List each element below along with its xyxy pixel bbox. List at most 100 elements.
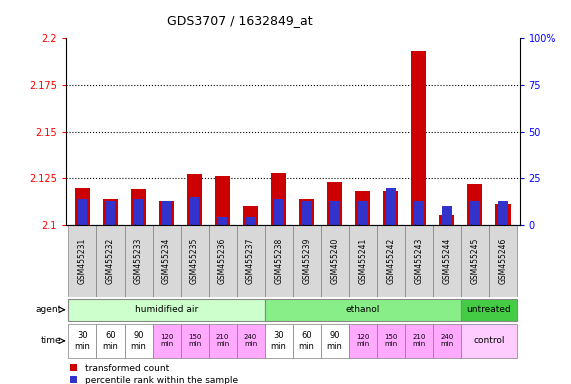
FancyBboxPatch shape [293,225,321,297]
FancyBboxPatch shape [152,225,180,297]
FancyBboxPatch shape [264,324,293,358]
Text: GSM455236: GSM455236 [218,238,227,284]
Text: GSM455243: GSM455243 [414,238,423,284]
Bar [246,217,255,225]
Text: 120
min: 120 min [356,334,369,347]
Bar [159,200,174,225]
Bar [414,200,424,225]
FancyBboxPatch shape [69,324,96,358]
FancyBboxPatch shape [152,324,180,358]
Bar [243,206,258,225]
Bar [355,191,371,225]
FancyBboxPatch shape [96,225,124,297]
FancyBboxPatch shape [433,324,461,358]
Bar [134,199,143,225]
FancyBboxPatch shape [69,298,264,321]
Text: 90
min: 90 min [327,331,343,351]
Text: GSM455237: GSM455237 [246,238,255,284]
Text: GSM455244: GSM455244 [443,238,451,284]
Text: 60
min: 60 min [299,331,315,351]
Bar [190,197,199,225]
FancyBboxPatch shape [433,225,461,297]
Bar [131,189,146,225]
Legend: transformed count, percentile rank within the sample: transformed count, percentile rank withi… [70,364,238,384]
FancyBboxPatch shape [236,225,264,297]
Text: 90
min: 90 min [131,331,146,351]
FancyBboxPatch shape [124,225,152,297]
Text: 120
min: 120 min [160,334,173,347]
Bar [78,199,87,225]
Text: ethanol: ethanol [345,305,380,314]
FancyBboxPatch shape [321,225,349,297]
Text: GSM455242: GSM455242 [386,238,395,284]
Text: GSM455234: GSM455234 [162,238,171,284]
Text: humidified air: humidified air [135,305,198,314]
Bar [327,182,343,225]
FancyBboxPatch shape [236,324,264,358]
Bar [411,51,427,225]
Text: GSM455238: GSM455238 [274,238,283,284]
Bar [330,200,340,225]
FancyBboxPatch shape [69,225,96,297]
FancyBboxPatch shape [461,298,517,321]
Text: 60
min: 60 min [103,331,118,351]
FancyBboxPatch shape [321,324,349,358]
Text: GSM455241: GSM455241 [358,238,367,284]
Bar [162,200,171,225]
Bar [218,217,227,225]
Text: 150
min: 150 min [384,334,397,347]
Bar [301,200,312,225]
Bar [106,200,115,225]
Bar [498,200,508,225]
Text: control: control [473,336,505,345]
Bar [274,199,284,225]
FancyBboxPatch shape [208,324,236,358]
Text: 210
min: 210 min [412,334,425,347]
Bar [439,215,455,225]
Bar [495,204,510,225]
FancyBboxPatch shape [180,324,208,358]
Text: GSM455239: GSM455239 [302,238,311,284]
Bar [187,174,202,225]
FancyBboxPatch shape [208,225,236,297]
Text: 30
min: 30 min [271,331,287,351]
Bar [386,187,396,225]
FancyBboxPatch shape [349,324,377,358]
Text: GSM455232: GSM455232 [106,238,115,284]
Text: untreated: untreated [467,305,511,314]
FancyBboxPatch shape [96,324,124,358]
Bar [299,199,315,225]
Bar [215,176,230,225]
FancyBboxPatch shape [377,225,405,297]
Text: 150
min: 150 min [188,334,201,347]
FancyBboxPatch shape [405,324,433,358]
Text: 240
min: 240 min [440,334,453,347]
Text: GSM455246: GSM455246 [498,238,507,284]
Text: 30
min: 30 min [75,331,90,351]
Text: agent: agent [35,305,62,314]
Bar [470,200,480,225]
FancyBboxPatch shape [264,225,293,297]
Text: GDS3707 / 1632849_at: GDS3707 / 1632849_at [167,14,313,27]
Text: GSM455245: GSM455245 [471,238,479,284]
Text: GSM455231: GSM455231 [78,238,87,284]
FancyBboxPatch shape [293,324,321,358]
Bar [467,184,482,225]
Text: time: time [41,336,62,345]
Bar [383,191,399,225]
FancyBboxPatch shape [264,298,461,321]
Text: GSM455235: GSM455235 [190,238,199,284]
Bar [75,187,90,225]
Bar [442,206,452,225]
Bar [103,199,118,225]
FancyBboxPatch shape [349,225,377,297]
Text: 240
min: 240 min [244,334,257,347]
FancyBboxPatch shape [461,324,517,358]
FancyBboxPatch shape [180,225,208,297]
Text: GSM455240: GSM455240 [330,238,339,284]
FancyBboxPatch shape [124,324,152,358]
Text: 210
min: 210 min [216,334,230,347]
FancyBboxPatch shape [489,225,517,297]
FancyBboxPatch shape [405,225,433,297]
FancyBboxPatch shape [461,225,489,297]
